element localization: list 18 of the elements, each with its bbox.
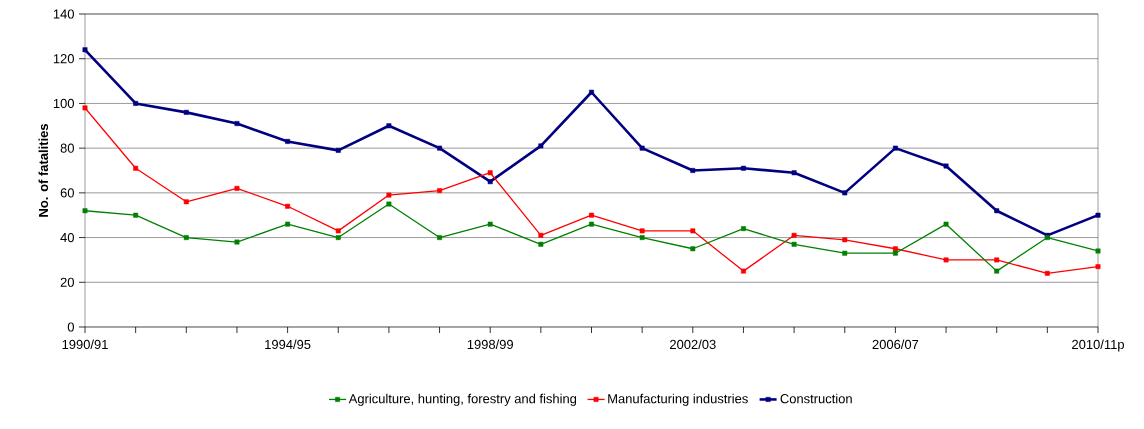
legend-label: Construction <box>780 393 852 404</box>
y-tick-label: 100 <box>53 98 74 109</box>
y-tick-label: 20 <box>60 277 74 287</box>
x-tick-label: 2010/11p <box>1072 339 1124 352</box>
y-axis-title: No. of fatalities <box>38 124 49 217</box>
x-tick-label: 2002/03 <box>670 339 716 350</box>
y-tick-label: 80 <box>60 143 74 153</box>
x-tick-label: 1994/95 <box>265 339 311 350</box>
y-tick-label: 60 <box>60 188 74 198</box>
x-tick-label: 1998/99 <box>467 339 513 350</box>
y-tick-label: 140 <box>53 9 74 19</box>
x-tick-label: 2006/07 <box>872 339 919 350</box>
y-tick-label: 120 <box>53 54 74 64</box>
legend-label: Manufacturing industries <box>608 393 748 406</box>
y-tick-label: 0 <box>67 322 74 332</box>
legend-label: Agriculture, hunting, forestry and fishing <box>348 393 577 406</box>
x-tick-label: 1990/91 <box>62 339 108 350</box>
y-tick-label: 40 <box>60 232 74 243</box>
